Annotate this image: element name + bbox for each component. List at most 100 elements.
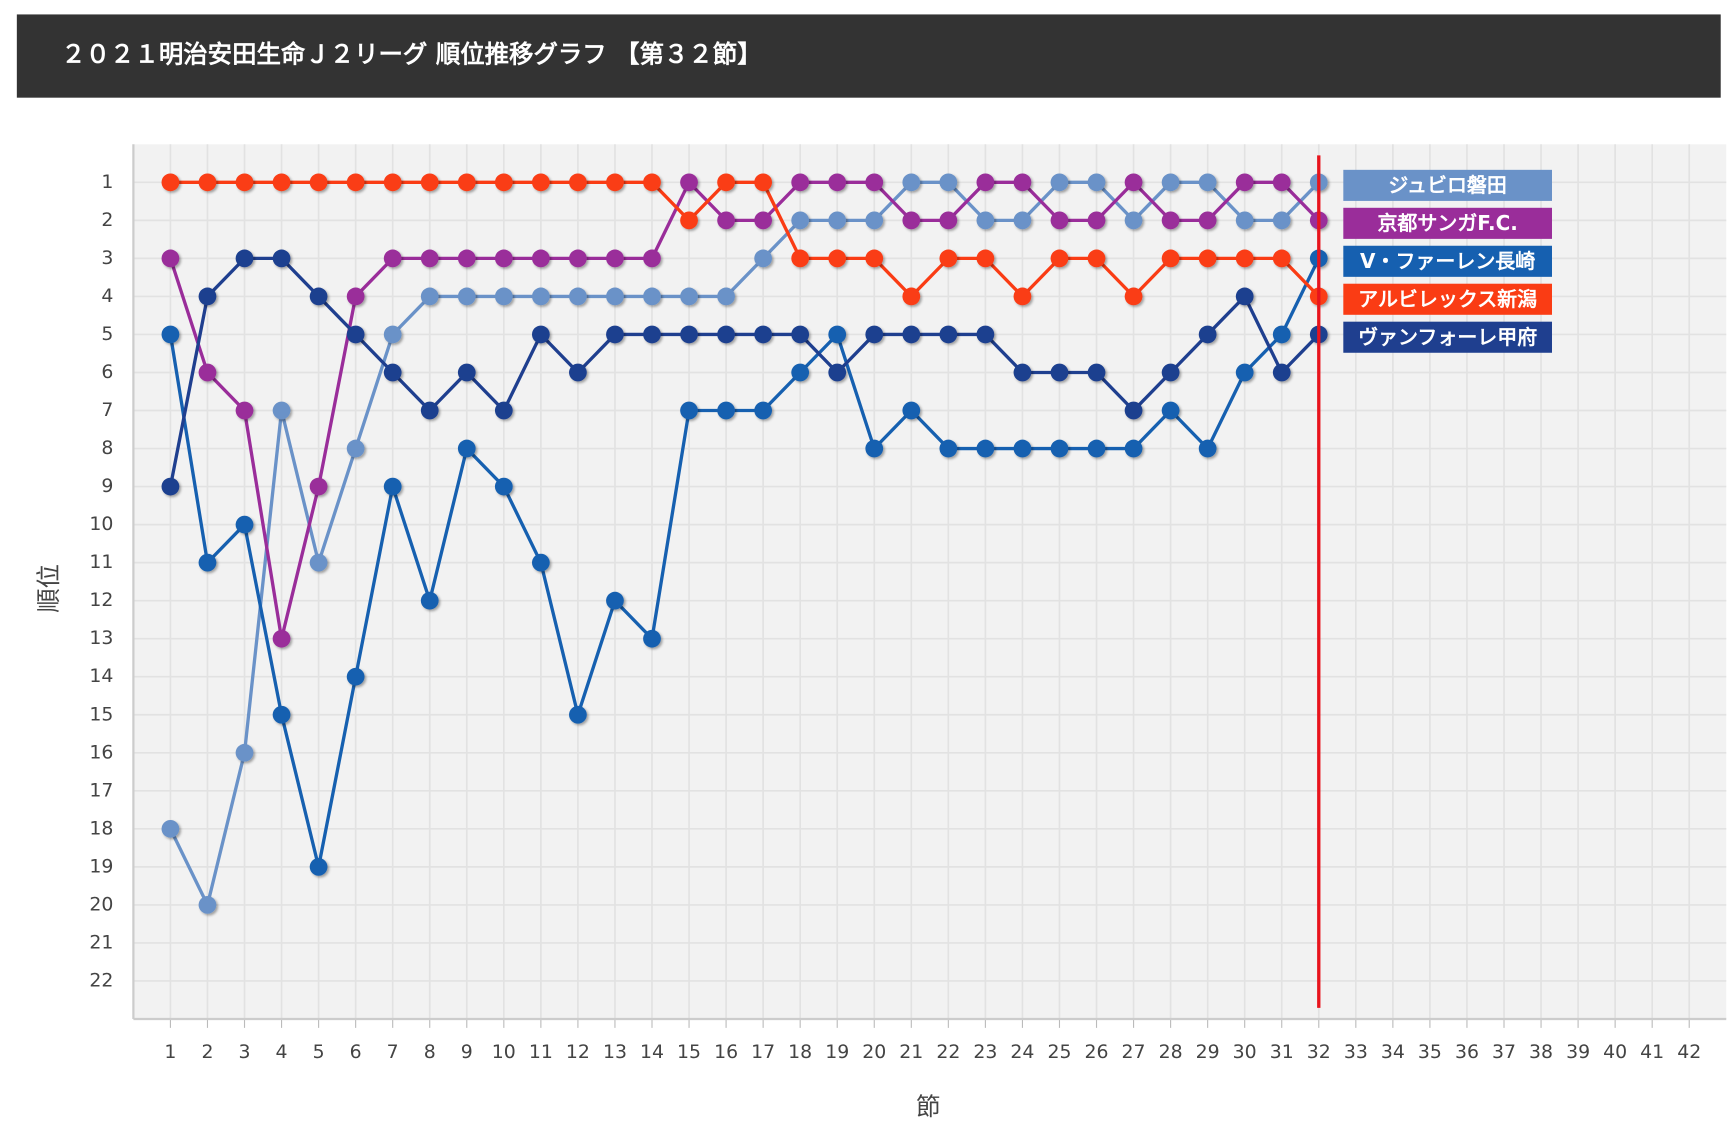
x-tick-label: 19 [825, 1041, 849, 1063]
data-point [1124, 401, 1143, 420]
data-point [643, 287, 661, 306]
data-point [531, 325, 550, 344]
x-tick-label: 29 [1196, 1041, 1220, 1063]
data-point [754, 173, 773, 192]
data-point [235, 173, 254, 192]
y-tick-label: 11 [89, 551, 113, 573]
data-point [235, 249, 254, 268]
data-point [865, 439, 884, 458]
data-point [569, 249, 587, 268]
data-point [865, 173, 884, 192]
data-point [865, 325, 884, 344]
data-point [1161, 173, 1180, 192]
x-tick-label: 36 [1455, 1041, 1479, 1063]
legend-swatch [1343, 245, 1552, 277]
data-point [680, 173, 698, 192]
y-tick-label: 15 [89, 703, 113, 725]
data-point [309, 173, 328, 192]
data-point [161, 249, 180, 268]
x-tick-label: 4 [276, 1041, 288, 1063]
data-point [1235, 173, 1254, 192]
data-point [1087, 363, 1106, 382]
data-point [680, 401, 698, 420]
legend-swatch [1343, 207, 1552, 239]
data-point [1272, 211, 1291, 230]
data-point [457, 439, 476, 458]
data-point [309, 477, 328, 496]
data-point [569, 705, 587, 724]
data-point [272, 705, 291, 724]
data-point [161, 173, 180, 192]
x-tick-label: 18 [788, 1041, 812, 1063]
chart-title: ２０２１明治安田生命Ｊ２リーグ 順位推移グラフ 【第３２節】 [61, 40, 761, 69]
data-point [643, 173, 661, 192]
data-point [1050, 439, 1069, 458]
data-point [569, 363, 587, 382]
data-point [1272, 249, 1291, 268]
data-point [680, 211, 698, 230]
x-tick-label: 38 [1529, 1041, 1553, 1063]
data-point [198, 363, 217, 382]
legend-label: ヴァンフォーレ甲府 [1358, 325, 1537, 349]
x-tick-label: 9 [461, 1041, 473, 1063]
legend-swatch [1343, 283, 1552, 315]
x-tick-label: 10 [492, 1041, 516, 1063]
data-point [531, 553, 550, 572]
data-point [494, 249, 513, 268]
x-tick-label: 23 [973, 1041, 997, 1063]
y-tick-label: 18 [89, 817, 113, 839]
data-point [383, 325, 402, 344]
data-point [383, 477, 402, 496]
data-point [976, 211, 995, 230]
x-tick-label: 33 [1344, 1041, 1368, 1063]
data-point [346, 439, 365, 458]
y-axis-label: 順位 [34, 564, 63, 613]
data-point [1272, 363, 1291, 382]
x-tick-label: 7 [387, 1041, 399, 1063]
data-point [643, 249, 661, 268]
data-point [198, 553, 217, 572]
data-point [791, 363, 810, 382]
data-point [1013, 173, 1032, 192]
x-tick-label: 13 [603, 1041, 627, 1063]
x-tick-label: 2 [201, 1041, 213, 1063]
x-tick-label: 30 [1233, 1041, 1257, 1063]
x-tick-label: 1 [164, 1041, 176, 1063]
data-point [1050, 249, 1069, 268]
legend-swatch [1343, 321, 1552, 353]
x-tick-label: 20 [862, 1041, 886, 1063]
data-point [865, 211, 884, 230]
data-point [828, 173, 847, 192]
data-point [902, 173, 921, 192]
data-point [272, 249, 291, 268]
x-tick-label: 39 [1566, 1041, 1590, 1063]
data-point [643, 629, 661, 648]
data-point [1124, 173, 1143, 192]
data-point [383, 173, 402, 192]
data-point [828, 363, 847, 382]
data-point [791, 211, 810, 230]
data-point [420, 401, 439, 420]
x-tick-label: 27 [1122, 1041, 1146, 1063]
y-tick-label: 22 [89, 969, 113, 991]
data-point [494, 173, 513, 192]
data-point [939, 211, 958, 230]
data-point [346, 325, 365, 344]
data-point [1013, 287, 1032, 306]
data-point [161, 819, 180, 838]
data-point [494, 401, 513, 420]
data-point [1235, 363, 1254, 382]
data-point [494, 477, 513, 496]
y-tick-label: 17 [89, 779, 113, 801]
x-tick-label: 8 [424, 1041, 436, 1063]
y-tick-label: 13 [89, 627, 113, 649]
x-tick-label: 41 [1640, 1041, 1664, 1063]
data-point [902, 211, 921, 230]
data-point [680, 287, 698, 306]
data-point [1050, 363, 1069, 382]
data-point [754, 249, 773, 268]
data-point [680, 325, 698, 344]
data-point [791, 249, 810, 268]
data-point [1013, 439, 1032, 458]
x-tick-label: 12 [566, 1041, 590, 1063]
